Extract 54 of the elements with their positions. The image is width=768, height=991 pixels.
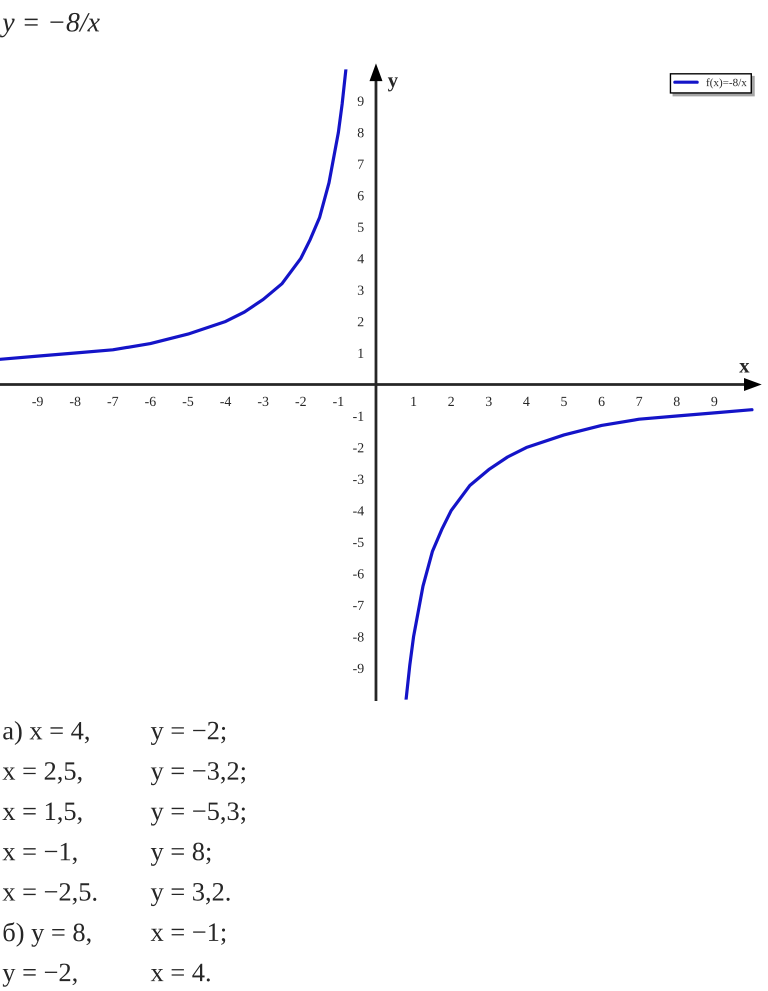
y-tick-label: 1 <box>358 348 364 358</box>
y-tick-label: 3 <box>358 286 364 295</box>
y-tick-label: 9 <box>358 96 364 106</box>
x-tick-label: -8 <box>70 396 80 406</box>
x-tick-label: -5 <box>182 396 194 406</box>
text: x = 2,5, <box>2 762 82 784</box>
y-tick-label: -2 <box>353 443 364 452</box>
x-tick-label: 5 <box>561 396 567 406</box>
y-tick-label: 7 <box>358 160 364 169</box>
text: y = −2; <box>150 722 226 745</box>
x-tick-label: 3 <box>486 396 492 406</box>
y-axis-title: y <box>388 77 398 92</box>
x-tick-label: -6 <box>145 396 156 406</box>
y-tick-label: 6 <box>358 191 364 200</box>
x-tick-label: 4 <box>523 396 530 406</box>
x-tick-label: 6 <box>598 396 605 406</box>
x-tick-label: 8 <box>674 396 680 406</box>
text: y = −5,3; <box>150 802 245 826</box>
text: x = 4. <box>150 964 210 982</box>
y-tick-label: -5 <box>353 538 364 548</box>
y-tick-label: -8 <box>353 632 364 642</box>
chart-title: y = −8/x <box>0 12 100 38</box>
x-tick-label: -1 <box>333 396 344 406</box>
y-tick-label: -3 <box>353 474 364 484</box>
y-tick-label: -7 <box>353 600 364 610</box>
x-tick-label: 7 <box>636 396 642 406</box>
y-tick-label: -4 <box>353 506 364 516</box>
text: y = 8; <box>150 842 210 866</box>
x-tick-label: 9 <box>711 396 718 406</box>
x-axis-title: x <box>739 362 750 373</box>
legend-label: f(x)=-8/x <box>706 78 747 88</box>
text: y = 3,2. <box>150 882 230 906</box>
text: y = −3,2; <box>150 762 245 786</box>
y-tick-label: 5 <box>358 222 364 232</box>
text: x = −1; <box>150 923 226 945</box>
text: а) x = 4, <box>3 721 89 745</box>
y-tick-label: -9 <box>353 664 364 674</box>
text: x = 1,5, <box>2 802 82 824</box>
y-tick-label: -1 <box>353 412 364 421</box>
y-tick-label: 4 <box>357 254 364 264</box>
text: y = −2, <box>2 964 77 987</box>
y-tick-label: 8 <box>358 128 364 138</box>
x-tick-label: -4 <box>220 396 232 406</box>
x-tick-label: 2 <box>448 396 454 406</box>
y-tick-label: 2 <box>358 317 364 326</box>
x-tick-label: -9 <box>32 396 43 406</box>
x-tick-label: -2 <box>296 396 306 406</box>
text: x = −1, <box>2 842 77 864</box>
y-tick-label: -6 <box>353 569 364 579</box>
x-tick-label: -3 <box>258 396 268 406</box>
x-tick-label: 1 <box>411 396 416 406</box>
x-tick-label: -7 <box>108 396 118 406</box>
text: б) y = 8, <box>4 922 91 947</box>
text: x = −2,5. <box>2 883 96 905</box>
